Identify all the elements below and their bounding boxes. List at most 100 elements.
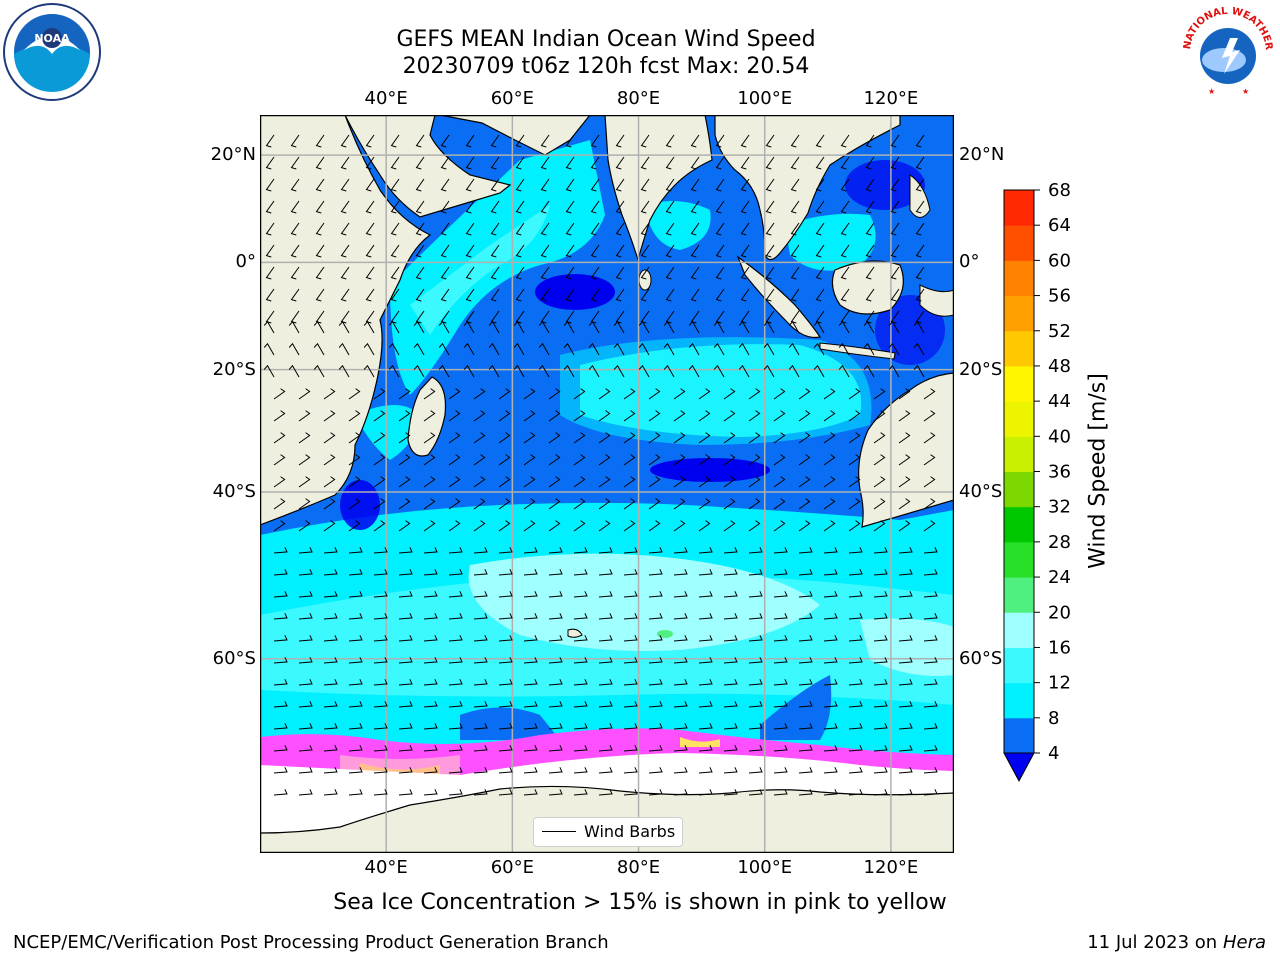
wind-barb bbox=[288, 342, 300, 356]
wind-barb bbox=[698, 476, 711, 488]
wind-barb bbox=[323, 388, 336, 400]
wind-barb bbox=[673, 723, 688, 730]
wind-barb bbox=[823, 432, 836, 444]
wind-barb bbox=[573, 613, 588, 620]
wind-barb bbox=[648, 547, 663, 554]
wind-barb bbox=[298, 701, 313, 708]
wind-barb bbox=[473, 476, 486, 488]
wind-barb bbox=[748, 591, 763, 598]
wind-barb bbox=[748, 547, 763, 554]
wind-barb bbox=[723, 476, 736, 488]
wind-barb bbox=[848, 789, 863, 796]
colorbar-segment-3 bbox=[1004, 612, 1034, 648]
wind-barb bbox=[465, 134, 475, 148]
wind-barb bbox=[665, 288, 675, 302]
wind-barb bbox=[365, 310, 375, 324]
wind-barb bbox=[473, 591, 488, 598]
wind-barb bbox=[473, 410, 486, 422]
wind-barb bbox=[765, 310, 775, 324]
wind-barb bbox=[673, 569, 688, 576]
wind-barb bbox=[673, 454, 686, 466]
wind-barb bbox=[415, 200, 425, 214]
wind-barb bbox=[890, 288, 900, 302]
wind-barb bbox=[340, 266, 350, 280]
wind-barb bbox=[698, 701, 713, 708]
wind-barb bbox=[298, 635, 313, 642]
wind-barb bbox=[648, 613, 663, 620]
wind-barb bbox=[340, 244, 350, 258]
wind-barb bbox=[290, 178, 300, 192]
wind-barb bbox=[398, 657, 413, 664]
wind-barb bbox=[540, 200, 550, 214]
wind-barb bbox=[548, 520, 561, 532]
wind-barb bbox=[888, 342, 900, 356]
wind-barb bbox=[365, 222, 375, 236]
wind-barb bbox=[788, 342, 800, 356]
wind-barb bbox=[413, 342, 425, 356]
wind-barb bbox=[373, 701, 388, 708]
wind-barb bbox=[823, 547, 838, 554]
wind-barb bbox=[273, 520, 286, 532]
wind-barb bbox=[463, 364, 475, 378]
nws-logo: NATIONAL WEATHER SERVICE ★ ★ bbox=[1174, 0, 1278, 102]
wind-barb bbox=[648, 635, 663, 642]
wind-barb bbox=[338, 342, 350, 356]
wind-barb bbox=[563, 364, 575, 378]
wind-barb bbox=[623, 547, 638, 554]
wind-barb bbox=[348, 635, 363, 642]
wind-barb bbox=[623, 520, 636, 532]
wind-barb bbox=[323, 476, 336, 488]
wind-barb bbox=[640, 222, 650, 236]
wind-barb bbox=[565, 266, 575, 280]
wind-barb bbox=[398, 454, 411, 466]
wind-barb bbox=[365, 156, 375, 170]
wind-barb bbox=[690, 244, 700, 258]
wind-barb bbox=[648, 388, 661, 400]
wind-barb bbox=[648, 591, 663, 598]
wind-barb bbox=[398, 635, 413, 642]
wind-barb bbox=[773, 410, 786, 422]
wind-barb bbox=[888, 364, 900, 378]
wind-barb bbox=[388, 320, 400, 334]
wind-barb bbox=[815, 288, 825, 302]
wind-barb bbox=[715, 244, 725, 258]
wind-barb bbox=[540, 266, 550, 280]
wind-barb bbox=[765, 244, 775, 258]
wind-barb bbox=[423, 723, 438, 730]
wind-barb bbox=[363, 364, 375, 378]
wind-barb bbox=[273, 547, 288, 554]
wind-barb bbox=[290, 200, 300, 214]
wind-barb bbox=[913, 320, 925, 334]
wind-barb bbox=[490, 244, 500, 258]
wind-barb bbox=[923, 635, 938, 642]
wind-barb bbox=[448, 657, 463, 664]
wind-barb bbox=[265, 178, 275, 192]
wind-barb bbox=[523, 569, 538, 576]
wind-barb bbox=[790, 134, 800, 148]
wind-barb bbox=[873, 454, 886, 466]
wind-barb bbox=[548, 701, 563, 708]
wind-barb bbox=[423, 476, 436, 488]
wind-barb bbox=[873, 789, 888, 796]
wind-barb bbox=[690, 266, 700, 280]
wind-barb bbox=[923, 520, 936, 532]
wind-barb bbox=[298, 591, 313, 598]
wind-barb bbox=[748, 679, 763, 686]
wind-barb bbox=[923, 454, 936, 466]
wind-barb bbox=[273, 410, 286, 422]
wind-barb bbox=[573, 569, 588, 576]
wind-barb bbox=[273, 767, 288, 774]
wind-barb bbox=[898, 635, 913, 642]
wind-barb bbox=[448, 388, 461, 400]
wind-barb bbox=[848, 569, 863, 576]
wind-barb bbox=[638, 364, 650, 378]
wind-barb bbox=[838, 364, 850, 378]
wind-barb bbox=[715, 200, 725, 214]
wind-barb bbox=[573, 789, 588, 796]
wind-barb bbox=[323, 454, 336, 466]
wind-barb bbox=[298, 679, 313, 686]
wind-barb bbox=[898, 547, 913, 554]
wind-barb bbox=[723, 454, 736, 466]
wind-barb bbox=[315, 222, 325, 236]
wind-barb bbox=[313, 364, 325, 378]
